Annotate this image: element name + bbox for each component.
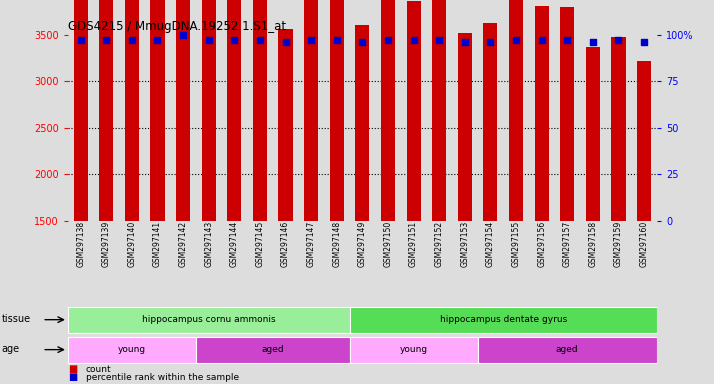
Bar bbox=[151, 0, 164, 221]
Bar bbox=[535, 6, 548, 221]
Text: GSM297156: GSM297156 bbox=[537, 221, 546, 267]
Text: aged: aged bbox=[261, 344, 284, 354]
Point bbox=[382, 37, 393, 43]
Point bbox=[228, 37, 240, 43]
Bar bbox=[458, 33, 472, 221]
Bar bbox=[330, 0, 343, 221]
Point bbox=[254, 37, 266, 43]
Point bbox=[587, 39, 598, 45]
Text: GSM297157: GSM297157 bbox=[563, 221, 572, 267]
Text: GSM297146: GSM297146 bbox=[281, 221, 290, 267]
Point bbox=[152, 37, 164, 43]
Text: GSM297143: GSM297143 bbox=[204, 221, 213, 267]
Text: GSM297144: GSM297144 bbox=[230, 221, 238, 267]
Text: GSM297150: GSM297150 bbox=[383, 221, 393, 267]
Text: GSM297139: GSM297139 bbox=[102, 221, 111, 267]
Point bbox=[306, 37, 317, 43]
Bar bbox=[509, 0, 523, 221]
Point bbox=[356, 39, 368, 45]
Bar bbox=[68, 337, 196, 362]
Text: hippocampus dentate gyrus: hippocampus dentate gyrus bbox=[440, 314, 567, 324]
Point bbox=[511, 37, 522, 43]
Bar bbox=[68, 307, 350, 333]
Bar bbox=[227, 0, 241, 221]
Bar bbox=[196, 337, 350, 362]
Text: GSM297159: GSM297159 bbox=[614, 221, 623, 267]
Text: young: young bbox=[118, 344, 146, 354]
Bar bbox=[478, 337, 657, 362]
Point bbox=[485, 39, 496, 45]
Point bbox=[638, 39, 650, 45]
Bar bbox=[356, 25, 369, 221]
Text: GSM297152: GSM297152 bbox=[435, 221, 443, 267]
Text: GSM297149: GSM297149 bbox=[358, 221, 367, 267]
Text: hippocampus cornu ammonis: hippocampus cornu ammonis bbox=[142, 314, 276, 324]
Bar bbox=[350, 307, 657, 333]
Point bbox=[331, 37, 343, 43]
Bar bbox=[637, 61, 651, 221]
Point bbox=[177, 31, 188, 38]
Text: GSM297147: GSM297147 bbox=[306, 221, 316, 267]
Text: ■: ■ bbox=[68, 364, 77, 374]
Text: GSM297151: GSM297151 bbox=[409, 221, 418, 267]
Bar bbox=[176, 0, 190, 221]
Point bbox=[280, 39, 291, 45]
Point bbox=[203, 37, 214, 43]
Point bbox=[75, 37, 86, 43]
Text: aged: aged bbox=[556, 344, 578, 354]
Text: ■: ■ bbox=[68, 372, 77, 382]
Text: GSM297142: GSM297142 bbox=[178, 221, 188, 267]
Bar bbox=[432, 0, 446, 221]
Bar bbox=[483, 23, 498, 221]
Text: GSM297153: GSM297153 bbox=[461, 221, 469, 267]
Text: tissue: tissue bbox=[1, 314, 31, 324]
Bar bbox=[125, 0, 139, 221]
Text: young: young bbox=[400, 344, 428, 354]
Bar bbox=[560, 7, 574, 221]
Text: GSM297138: GSM297138 bbox=[76, 221, 85, 267]
Text: age: age bbox=[1, 344, 19, 354]
Text: GSM297155: GSM297155 bbox=[511, 221, 521, 267]
Text: GSM297148: GSM297148 bbox=[332, 221, 341, 267]
Bar bbox=[74, 0, 88, 221]
Bar bbox=[350, 337, 478, 362]
Bar bbox=[253, 0, 267, 221]
Text: percentile rank within the sample: percentile rank within the sample bbox=[86, 373, 238, 382]
Point bbox=[459, 39, 471, 45]
Bar bbox=[611, 37, 625, 221]
Point bbox=[126, 37, 138, 43]
Point bbox=[101, 37, 112, 43]
Text: GDS4215 / MmugDNA.19252.1.S1_at: GDS4215 / MmugDNA.19252.1.S1_at bbox=[68, 20, 286, 33]
Bar bbox=[585, 47, 600, 221]
Point bbox=[536, 37, 548, 43]
Bar bbox=[99, 0, 114, 221]
Text: GSM297145: GSM297145 bbox=[256, 221, 264, 267]
Text: GSM297140: GSM297140 bbox=[127, 221, 136, 267]
Point bbox=[433, 37, 445, 43]
Point bbox=[408, 37, 419, 43]
Text: GSM297158: GSM297158 bbox=[588, 221, 598, 267]
Bar bbox=[304, 0, 318, 221]
Text: GSM297154: GSM297154 bbox=[486, 221, 495, 267]
Text: GSM297160: GSM297160 bbox=[640, 221, 648, 267]
Bar bbox=[381, 0, 395, 221]
Text: count: count bbox=[86, 365, 111, 374]
Bar bbox=[406, 1, 421, 221]
Point bbox=[561, 37, 573, 43]
Text: GSM297141: GSM297141 bbox=[153, 221, 162, 267]
Point bbox=[613, 37, 624, 43]
Bar bbox=[278, 29, 293, 221]
Bar bbox=[201, 0, 216, 221]
